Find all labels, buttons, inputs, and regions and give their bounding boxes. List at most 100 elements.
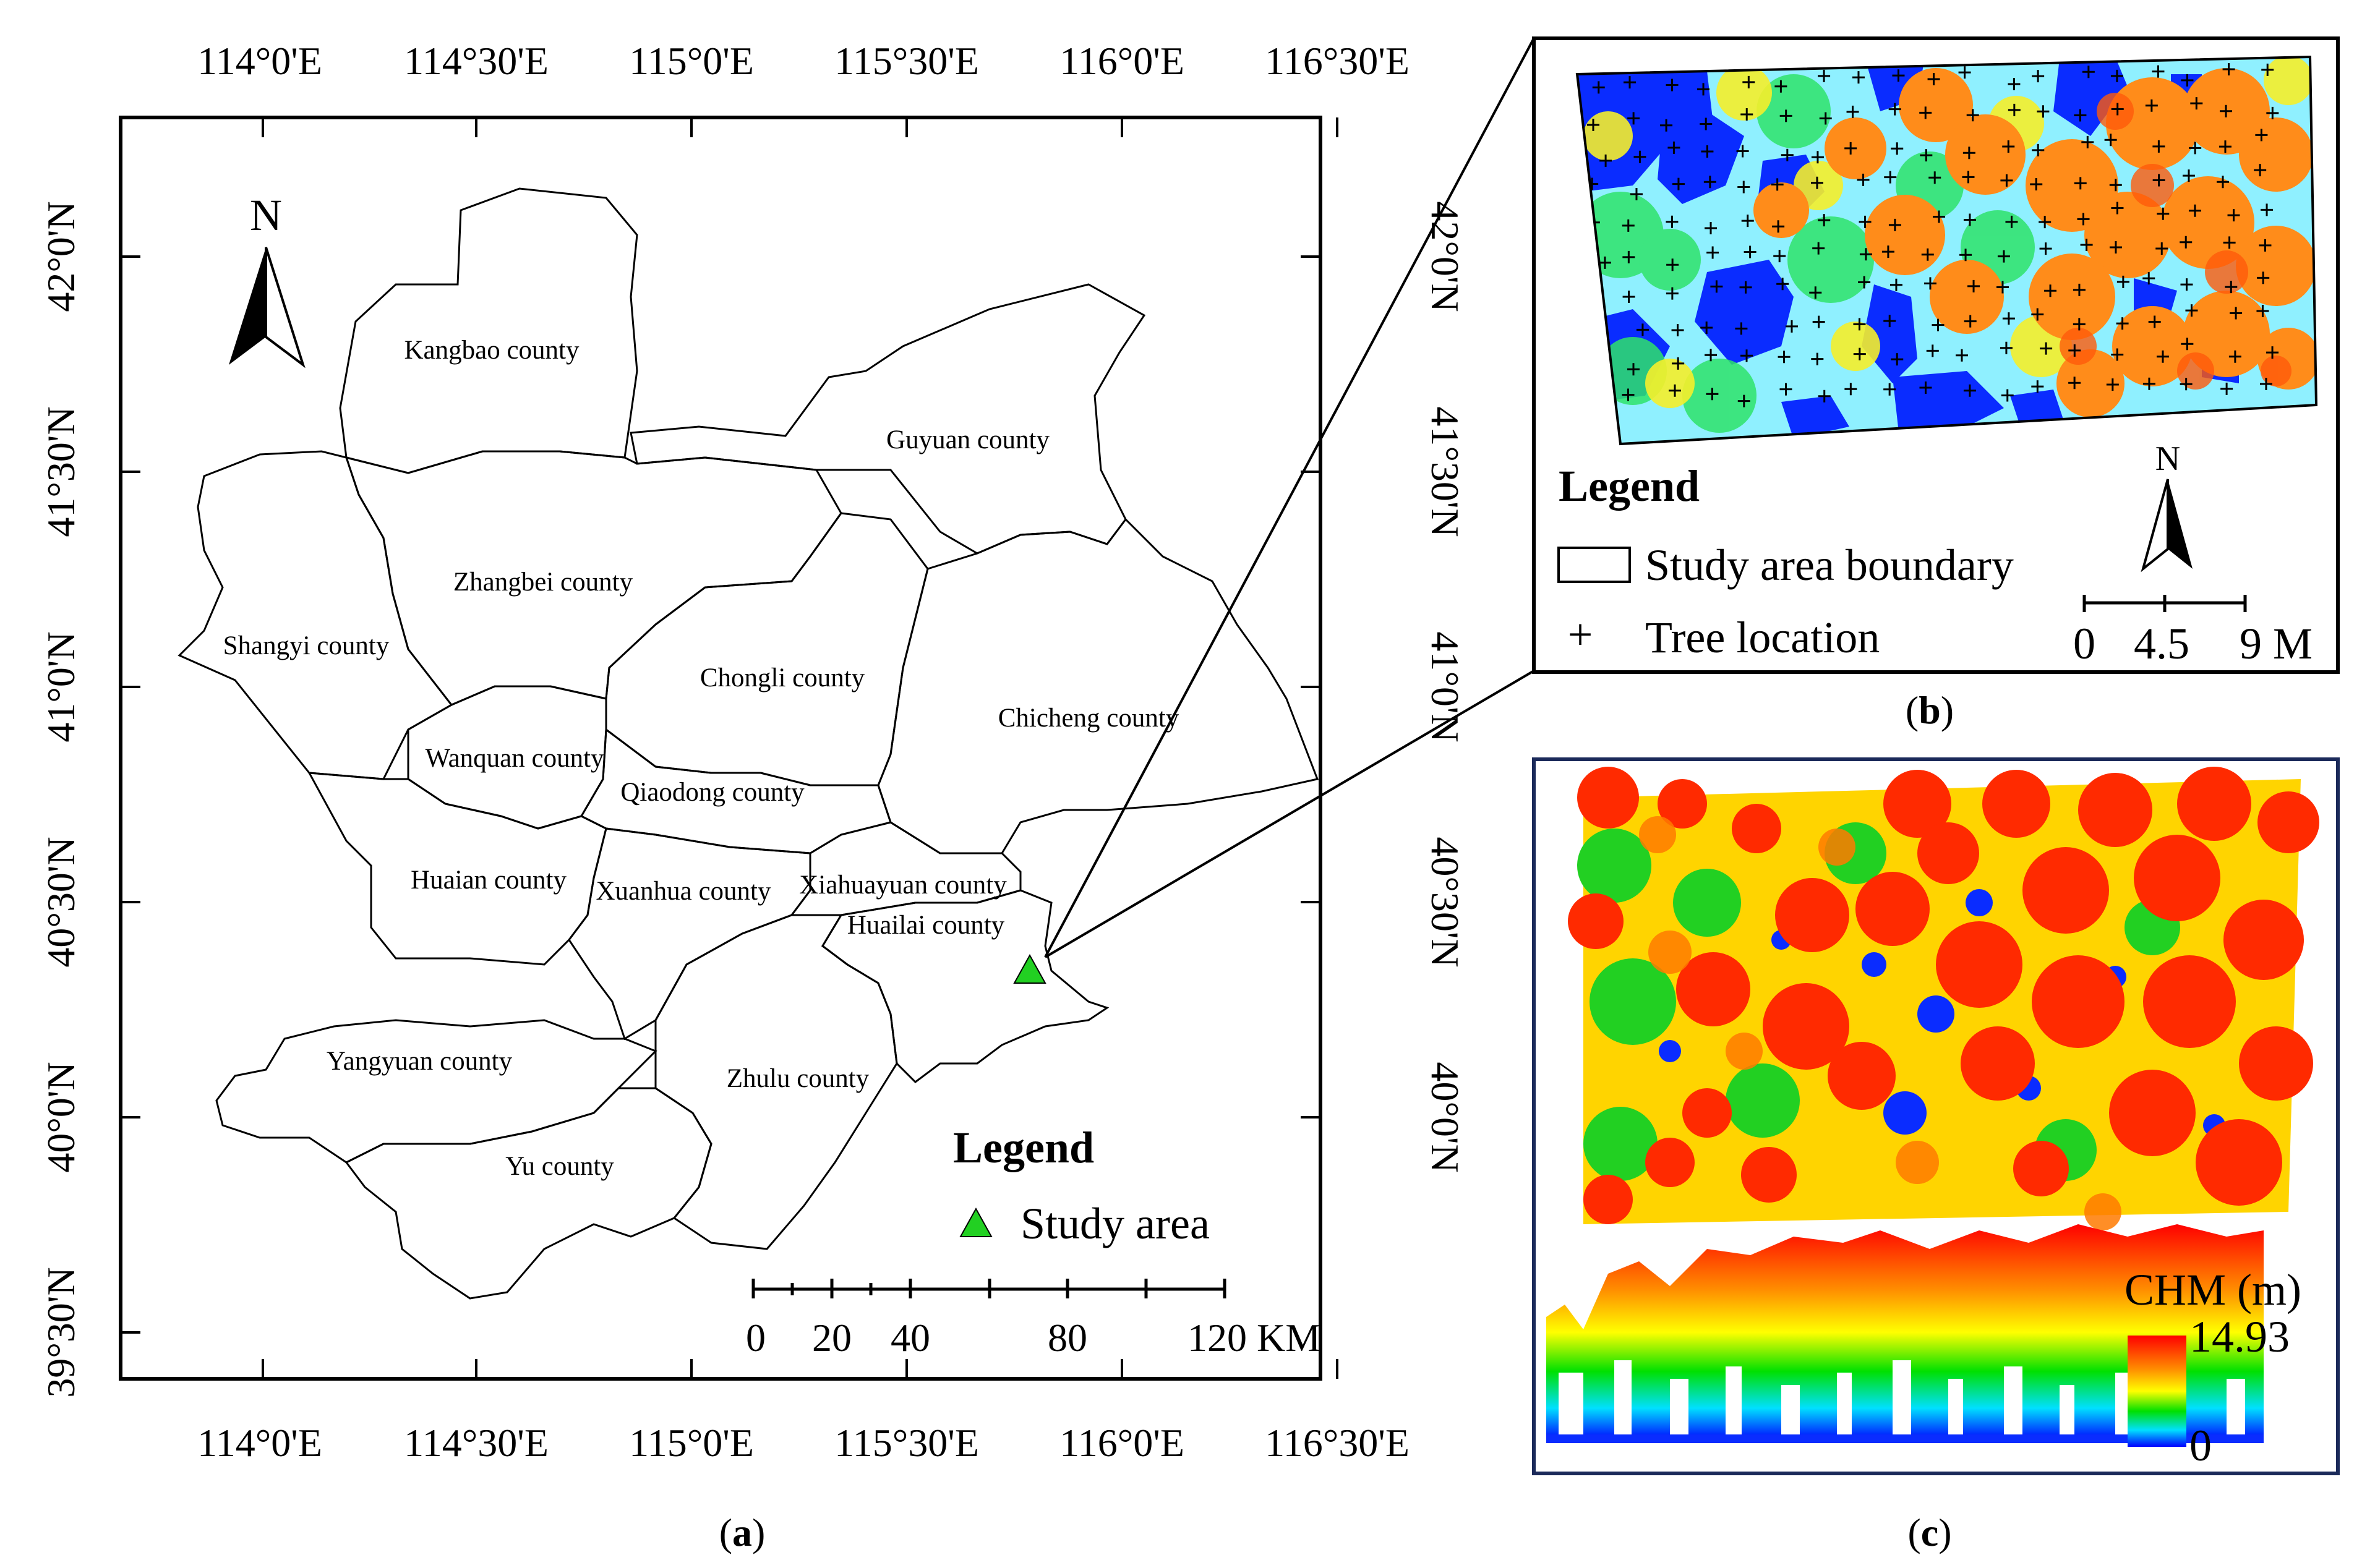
right-lat-label-2: 41°30'N — [1423, 406, 1467, 537]
panel-c-chm: CHM (m) 14.93 0 (c) — [1532, 757, 2340, 1554]
tree-location-cross — [1812, 315, 1825, 328]
tree-location-cross — [1740, 108, 1753, 121]
tree-location-cross — [2116, 275, 2129, 288]
tree-location-cross — [2068, 344, 2081, 357]
tree-location-cross — [1919, 106, 1932, 119]
panel-b-legend-title: Legend — [1559, 461, 1700, 511]
top-lon-label-2: 114°30'E — [404, 39, 549, 83]
tree-location-cross — [1812, 242, 1825, 255]
tree-location-cross — [2068, 377, 2081, 390]
legend-study-area-label: Study area — [1021, 1199, 1210, 1248]
tree-location-cross — [1706, 246, 1719, 259]
county-label-shangyi: Shangyi county — [223, 631, 390, 660]
county-label-guyuan: Guyuan county — [886, 425, 1050, 454]
tree-location-cross — [1883, 383, 1896, 396]
legend-tree-symbol: + — [1568, 610, 1593, 659]
tree-location-cross — [1666, 287, 1679, 300]
scale-label-80: 80 — [1048, 1316, 1087, 1360]
tree-location-cross — [1964, 315, 1977, 328]
tree-location-cross — [1660, 119, 1673, 132]
panel-b-north-arrow-icon: N — [2141, 440, 2193, 573]
tree-location-cross — [1852, 71, 1865, 84]
tree-location-cross — [1772, 220, 1785, 233]
tree-location-cross — [2190, 97, 2203, 110]
tree-location-cross — [1586, 119, 1599, 132]
tree-location-cross — [1962, 171, 1975, 184]
tree-location-cross — [1737, 181, 1750, 194]
tree-location-cross — [1773, 250, 1786, 263]
tree-location-cross — [2225, 281, 2238, 294]
tree-location-cross — [2180, 278, 2193, 291]
tree-location-cross — [1706, 388, 1719, 401]
county-xiahuayuan — [790, 821, 1022, 916]
county-guyuan — [630, 283, 1146, 555]
tree-location-cross — [1592, 81, 1605, 94]
tree-location-cross — [1888, 218, 1901, 231]
tree-location-cross — [2188, 204, 2201, 217]
tree-location-cross — [2074, 109, 2087, 122]
tree-location-cross — [1962, 147, 1975, 160]
panel-b-scale-0: 0 — [2073, 619, 2095, 668]
tree-location-cross — [2074, 177, 2087, 190]
chm-top-view — [1568, 767, 2319, 1230]
map-legend-title: Legend — [953, 1123, 1094, 1172]
tree-location-cross — [2152, 140, 2165, 153]
tree-location-cross — [1741, 215, 1754, 228]
tree-location-cross — [1892, 69, 1905, 82]
tree-location-cross — [2031, 308, 2044, 321]
tree-location-cross — [1622, 250, 1635, 263]
tree-location-cross — [2180, 378, 2193, 391]
tree-location-cross — [1859, 248, 1872, 261]
legend-boundary-label: Study area boundary — [1645, 540, 2014, 590]
tree-location-cross — [2116, 317, 2129, 330]
tree-location-cross — [1853, 318, 1866, 331]
tree-location-cross — [1671, 323, 1684, 336]
tree-location-cross — [2181, 338, 2194, 351]
tree-location-cross — [2189, 142, 2202, 155]
county-boundaries — [178, 187, 1319, 1300]
tree-location-cross — [2142, 272, 2155, 285]
tree-location-cross — [1810, 176, 1823, 189]
tree-location-cross — [1933, 210, 1946, 223]
tree-location-cross — [1932, 318, 1945, 331]
north-label: N — [250, 190, 282, 240]
tree-location-cross — [1774, 80, 1787, 93]
tree-location-cross — [1744, 245, 1757, 258]
tree-location-cross — [2227, 209, 2240, 222]
tree-location-cross — [1819, 112, 1832, 125]
tree-location-cross — [2259, 377, 2272, 390]
county-yangyuan — [215, 1019, 657, 1164]
county-label-huaian: Huaian county — [411, 866, 567, 895]
tree-location-cross — [1771, 178, 1784, 191]
tree-location-cross — [2111, 103, 2124, 116]
tree-location-cross — [1697, 83, 1710, 96]
county-label-yu: Yu county — [505, 1152, 614, 1181]
tree-location-cross — [1627, 363, 1640, 376]
map-scale-bar — [751, 1279, 1226, 1298]
tree-location-cross — [1858, 276, 1871, 289]
tree-location-cross — [1705, 222, 1718, 235]
tree-location-cross — [2037, 105, 2050, 118]
legend-tree-label: Tree location — [1645, 613, 1880, 662]
scale-label-0: 0 — [746, 1316, 766, 1360]
caption-b: (b) — [1906, 688, 1954, 732]
top-lon-label-1: 114°0'E — [197, 39, 322, 83]
tree-location-cross — [1737, 394, 1750, 407]
tree-location-cross — [2109, 241, 2122, 254]
study-area-marker-icon — [1013, 953, 1046, 984]
map-frame — [119, 116, 1322, 1381]
tree-location-cross — [1927, 73, 1940, 86]
tree-location-cross — [2106, 378, 2119, 391]
tree-location-cross — [1884, 171, 1897, 184]
tree-location-cross — [1997, 250, 2010, 263]
tree-location-cross — [2230, 307, 2243, 320]
tree-location-cross — [2181, 74, 2194, 87]
tree-location-cross — [2223, 236, 2236, 249]
tree-location-cross — [2142, 377, 2155, 390]
tree-location-cross — [2044, 284, 2057, 297]
tree-location-cross — [1888, 103, 1901, 116]
tree-location-cross — [1667, 141, 1680, 154]
tree-location-cross — [2155, 242, 2168, 255]
county-label-chongli: Chongli county — [700, 663, 865, 692]
tree-location-cross — [2220, 382, 2233, 395]
